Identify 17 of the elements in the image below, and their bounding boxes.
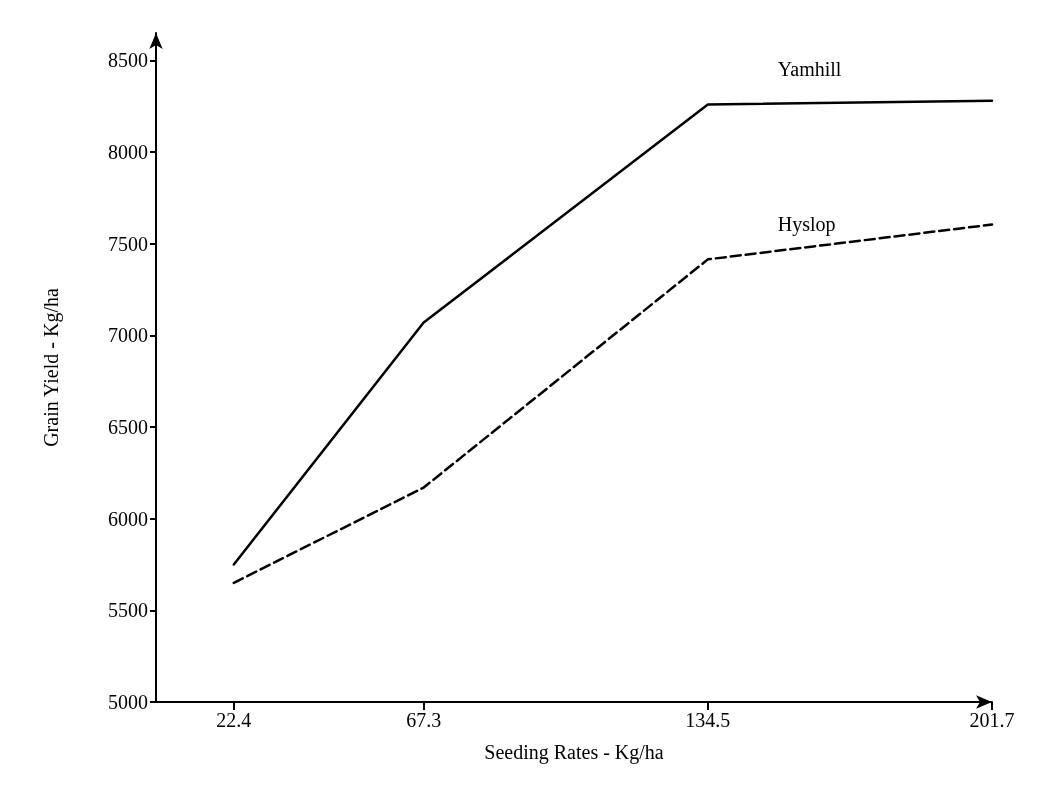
x-tick-label: 22.4 [216, 709, 252, 731]
y-tick-label: 5500 [108, 599, 148, 622]
y-tick-label: 6000 [108, 507, 148, 530]
series-label: Hyslop [777, 213, 836, 237]
x-axis-title: Seeding Rates - Kg/ha [484, 741, 664, 764]
x-tick-label: 134.5 [685, 709, 731, 731]
y-axis-title: Grain Yield - Kg/ha [40, 288, 63, 447]
y-tick-label: 7500 [108, 232, 148, 255]
y-tick-label: 7000 [108, 324, 148, 347]
y-tick-label: 8500 [108, 49, 148, 72]
x-tick-label: 201.7 [969, 709, 1015, 731]
y-tick-label: 6500 [108, 416, 148, 439]
series-label: Yamhill [777, 58, 842, 81]
y-tick-label: 5000 [108, 691, 148, 713]
x-tick-label: 67.3 [406, 709, 442, 731]
y-tick-label: 8000 [108, 141, 148, 164]
line-series [232, 99, 994, 566]
